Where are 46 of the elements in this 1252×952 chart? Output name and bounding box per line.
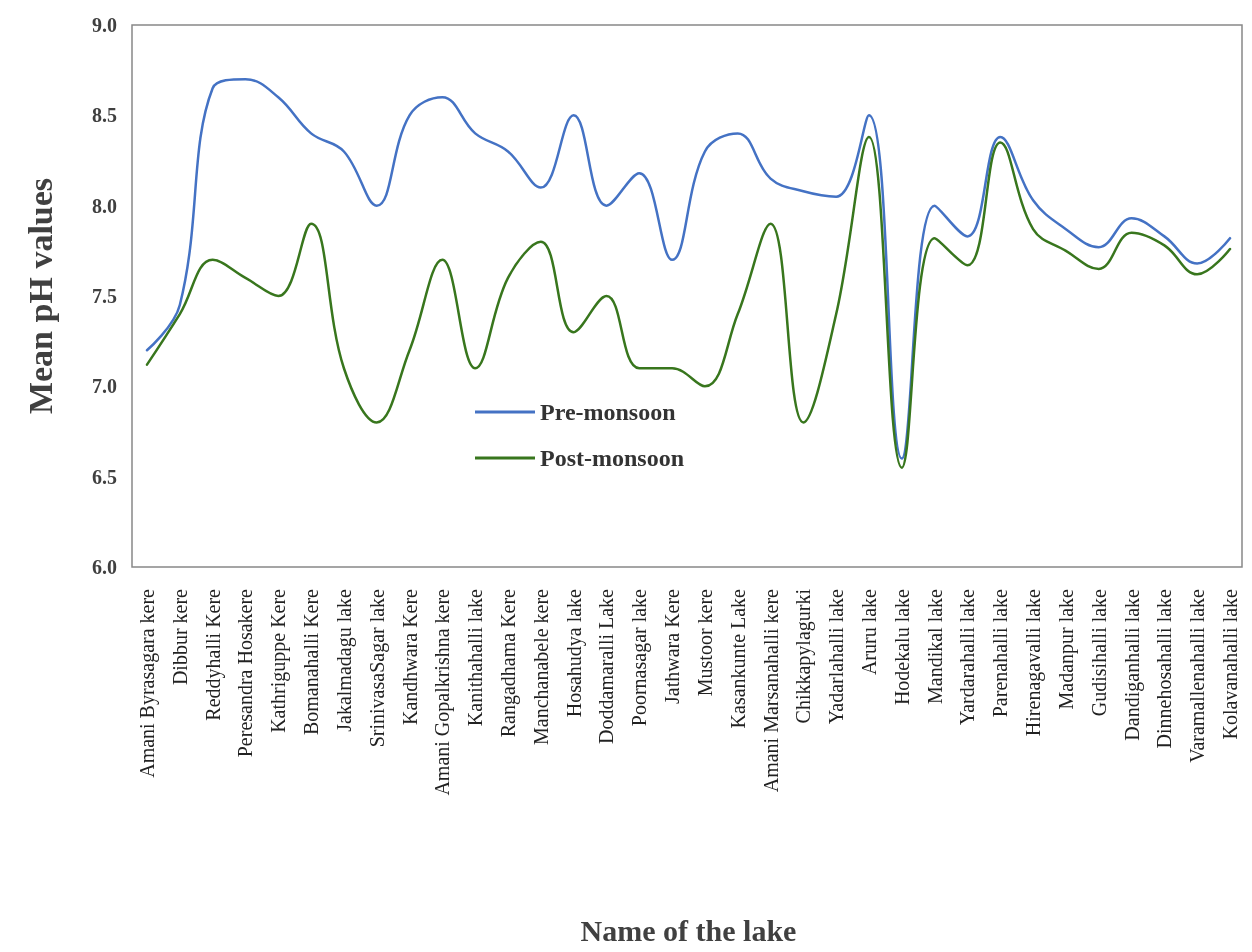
y-tick-label: 8.5 (92, 104, 117, 127)
x-tick-label: Reddyhalli Kere (201, 588, 225, 721)
x-tick-label: Kasankunte Lake (726, 588, 749, 729)
legend-label: Pre-monsoon (540, 399, 676, 425)
x-tick-label: Poornasagar lake (628, 588, 652, 727)
x-tick-label: Yardarahalli lake (956, 588, 979, 726)
x-tick-label: Mandikal lake (923, 588, 946, 704)
x-tick-label: Dandiganhalli lake (1120, 588, 1144, 741)
x-tick-label: Gudisihalli lake (1087, 588, 1110, 717)
x-tick-label: Kolavanahalli lake (1219, 588, 1241, 740)
x-tick-label: Yadarlahalli lake (825, 588, 848, 725)
x-tick-label: Varamallenahalli lake (1186, 588, 1209, 763)
x-tick-label: Chikkapylagurki (792, 588, 816, 724)
x-tick-label: Madanpur lake (1054, 588, 1078, 710)
x-tick-label: Rangadhama Kere (497, 588, 520, 738)
x-tick-label: Doddamaralli Lake (595, 588, 618, 744)
x-tick-label: Dibbur kere (168, 588, 191, 686)
x-tick-label: Mustoor kere (693, 588, 716, 697)
y-tick-label: 9.0 (92, 14, 117, 36)
y-tick-label: 6.0 (92, 556, 117, 578)
y-tick-label: 6.5 (92, 465, 117, 488)
legend-label: Post-monsoon (540, 445, 685, 471)
y-tick-label: 7.0 (92, 375, 117, 398)
x-tick-label: Amani Byrasagara kere (136, 588, 159, 778)
x-tick-label: Amani Marsanahalli kere (759, 588, 782, 793)
x-tick-label: Aruru lake (858, 588, 880, 676)
x-tick-label: Kathriguppe Kere (267, 588, 291, 733)
x-tick-label: Peresandra Hosakere (234, 588, 257, 758)
y-tick-label: 7.5 (92, 285, 117, 307)
x-tick-label: Hodekalu lake (890, 588, 913, 706)
x-tick-label: Hosahudya lake (562, 588, 586, 718)
x-tick-label: Jathwara Kere (661, 588, 684, 704)
line-series (145, 135, 1232, 469)
x-tick-label: Bomanahalli Kere (300, 588, 323, 736)
x-tick-label: Amani Gopalkrishna kere (431, 588, 455, 796)
x-tick-label: Dinnehosahalli lake (1153, 588, 1176, 749)
x-tick-label: Manchanabele kere (529, 588, 552, 746)
x-tick-label: Kanithahalli lake (464, 588, 487, 727)
x-tick-label: Jakalmadagu lake (332, 588, 356, 732)
y-axis-title: Mean pH values (21, 177, 59, 415)
x-tick-label: Hirenagavalli lake (1022, 588, 1046, 737)
x-axis-title: Name of the lake (580, 913, 797, 947)
x-tick-label: SrinivasaSagar lake (365, 588, 389, 748)
x-tick-label: Kandhwara Kere (398, 588, 421, 726)
y-tick-label: 8.0 (92, 194, 117, 217)
x-tick-label: Parenahalli lake (989, 588, 1012, 718)
